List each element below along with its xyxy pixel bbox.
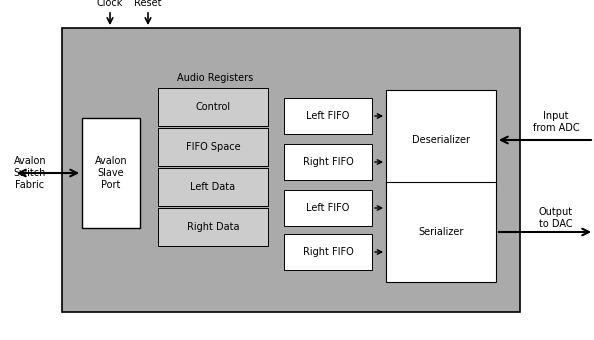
Bar <box>284 98 372 134</box>
Text: Right Data: Right Data <box>187 222 239 232</box>
Text: Right FIFO: Right FIFO <box>302 157 353 167</box>
Bar <box>158 128 268 166</box>
Bar <box>386 182 496 282</box>
Text: Control: Control <box>195 102 230 112</box>
Bar <box>82 118 140 228</box>
Bar <box>158 88 268 126</box>
Text: Audio Registers: Audio Registers <box>177 73 253 83</box>
Text: Output
to DAC: Output to DAC <box>539 207 573 229</box>
Text: Left FIFO: Left FIFO <box>307 203 350 213</box>
Bar <box>62 28 520 312</box>
Bar <box>284 190 372 226</box>
Text: Right FIFO: Right FIFO <box>302 247 353 257</box>
Text: Deserializer: Deserializer <box>412 135 470 145</box>
Text: Input
from ADC: Input from ADC <box>533 111 579 133</box>
Bar <box>284 234 372 270</box>
Text: Clock: Clock <box>97 0 123 8</box>
Text: Left FIFO: Left FIFO <box>307 111 350 121</box>
Text: Left Data: Left Data <box>191 182 236 192</box>
Bar <box>386 90 496 190</box>
Text: FIFO Space: FIFO Space <box>186 142 241 152</box>
Bar <box>284 144 372 180</box>
Text: Avalon
Slave
Port: Avalon Slave Port <box>94 156 127 190</box>
Bar <box>158 168 268 206</box>
Text: Reset: Reset <box>134 0 162 8</box>
Bar <box>158 208 268 246</box>
Text: Avalon
Switch
Fabric: Avalon Switch Fabric <box>14 156 46 190</box>
Text: Serializer: Serializer <box>418 227 464 237</box>
